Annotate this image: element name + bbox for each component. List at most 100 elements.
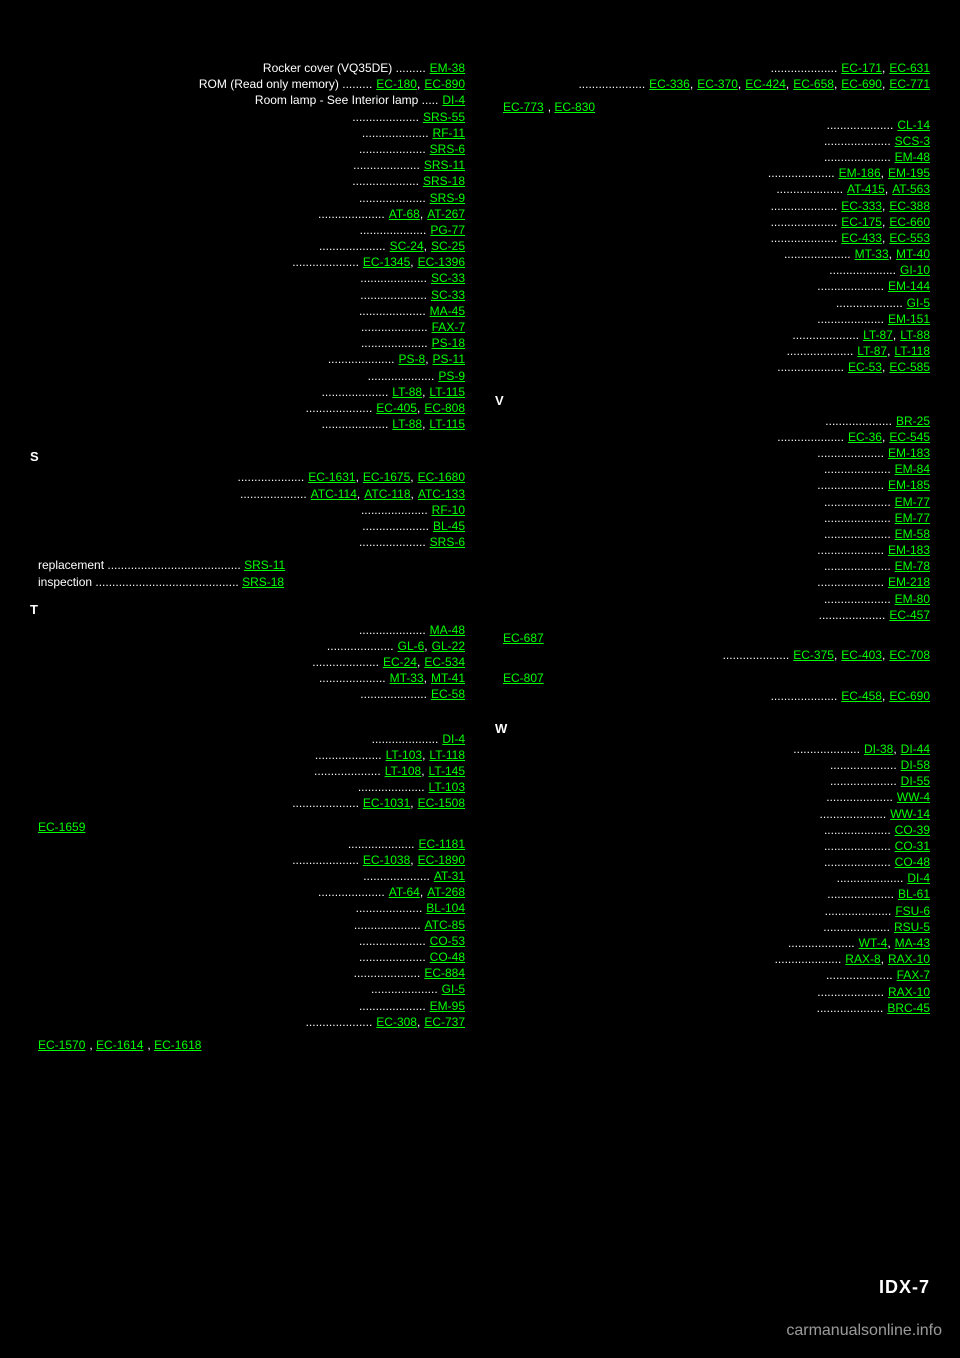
page-ref-link[interactable]: EC-388 xyxy=(889,199,930,213)
page-ref-link[interactable]: GI-5 xyxy=(907,296,930,310)
page-ref-link[interactable]: EM-77 xyxy=(895,495,930,509)
page-ref-link[interactable]: BL-104 xyxy=(426,901,465,915)
page-ref-link[interactable]: SRS-11 xyxy=(424,158,465,172)
page-ref-link[interactable]: EM-95 xyxy=(430,999,465,1013)
page-ref-link[interactable]: LT-115 xyxy=(429,385,465,399)
page-ref-link[interactable]: DI-38 xyxy=(864,742,893,756)
page-ref-link[interactable]: EC-1570 xyxy=(38,1038,85,1052)
page-ref-link[interactable]: CO-53 xyxy=(430,934,465,948)
page-ref-link[interactable]: FAX-7 xyxy=(897,968,930,982)
page-ref-link[interactable]: BL-45 xyxy=(433,519,465,533)
page-ref-link[interactable]: WT-4 xyxy=(859,936,888,950)
page-ref-link[interactable]: ATC-133 xyxy=(418,487,465,501)
page-ref-link[interactable]: EM-84 xyxy=(895,462,930,476)
page-ref-link[interactable]: SRS-6 xyxy=(430,142,465,156)
page-ref-link[interactable]: SC-33 xyxy=(431,271,465,285)
page-ref-link[interactable]: CL-14 xyxy=(897,118,930,132)
page-ref-link[interactable]: SRS-18 xyxy=(242,575,284,589)
page-ref-link[interactable]: WW-14 xyxy=(890,807,930,821)
page-ref-link[interactable]: DI-4 xyxy=(907,871,930,885)
page-ref-link[interactable]: DI-4 xyxy=(442,732,465,746)
page-ref-link[interactable]: ATC-114 xyxy=(311,487,357,501)
page-ref-link[interactable]: LT-118 xyxy=(894,344,930,358)
page-ref-link[interactable]: EC-171 xyxy=(841,61,882,75)
page-ref-link[interactable]: FAX-7 xyxy=(432,320,465,334)
page-ref-link[interactable]: EC-631 xyxy=(889,61,930,75)
page-ref-link[interactable]: EC-690 xyxy=(889,689,930,703)
page-ref-link[interactable]: EC-690 xyxy=(841,77,882,91)
page-ref-link[interactable]: CO-48 xyxy=(430,950,465,964)
page-ref-link[interactable]: EC-180 xyxy=(376,77,417,91)
page-ref-link[interactable]: EC-771 xyxy=(889,77,930,91)
page-ref-link[interactable]: EC-58 xyxy=(431,687,465,701)
page-ref-link[interactable]: AT-563 xyxy=(892,182,930,196)
page-ref-link[interactable]: EC-687 xyxy=(503,631,544,645)
page-ref-link[interactable]: EC-1396 xyxy=(418,255,465,269)
page-ref-link[interactable]: EC-585 xyxy=(889,360,930,374)
page-ref-link[interactable]: DI-44 xyxy=(901,742,930,756)
page-ref-link[interactable]: PS-18 xyxy=(432,336,465,350)
page-ref-link[interactable]: SRS-9 xyxy=(430,191,465,205)
page-ref-link[interactable]: PG-77 xyxy=(430,223,465,237)
page-ref-link[interactable]: EM-144 xyxy=(888,279,930,293)
page-ref-link[interactable]: MT-41 xyxy=(431,671,465,685)
page-ref-link[interactable]: EC-807 xyxy=(503,671,544,685)
page-ref-link[interactable]: EC-660 xyxy=(889,215,930,229)
page-ref-link[interactable]: EC-884 xyxy=(424,966,465,980)
page-ref-link[interactable]: MA-43 xyxy=(895,936,930,950)
page-ref-link[interactable]: DI-55 xyxy=(901,774,930,788)
page-ref-link[interactable]: AT-268 xyxy=(427,885,465,899)
page-ref-link[interactable]: EC-36 xyxy=(848,430,882,444)
page-ref-link[interactable]: LT-103 xyxy=(386,748,422,762)
page-ref-link[interactable]: LT-108 xyxy=(385,764,421,778)
page-ref-link[interactable]: RAX-10 xyxy=(888,985,930,999)
page-ref-link[interactable]: FSU-6 xyxy=(895,904,930,918)
page-ref-link[interactable]: MT-33 xyxy=(390,671,424,685)
page-ref-link[interactable]: EM-38 xyxy=(430,61,465,75)
page-ref-link[interactable]: SRS-18 xyxy=(423,174,465,188)
page-ref-link[interactable]: AT-31 xyxy=(434,869,465,883)
page-ref-link[interactable]: EC-333 xyxy=(841,199,882,213)
page-ref-link[interactable]: EC-1614 xyxy=(96,1038,143,1052)
page-ref-link[interactable]: EC-737 xyxy=(424,1015,465,1029)
page-ref-link[interactable]: EM-78 xyxy=(895,559,930,573)
page-ref-link[interactable]: RSU-5 xyxy=(894,920,930,934)
page-ref-link[interactable]: LT-88 xyxy=(900,328,930,342)
page-ref-link[interactable]: EC-830 xyxy=(554,100,595,114)
page-ref-link[interactable]: EM-80 xyxy=(895,592,930,606)
page-ref-link[interactable]: EC-336 xyxy=(649,77,690,91)
page-ref-link[interactable]: AT-64 xyxy=(389,885,420,899)
page-ref-link[interactable]: EM-185 xyxy=(888,478,930,492)
page-ref-link[interactable]: EC-1675 xyxy=(363,470,410,484)
page-ref-link[interactable]: ATC-118 xyxy=(364,487,410,501)
page-ref-link[interactable]: MT-33 xyxy=(855,247,889,261)
page-ref-link[interactable]: EC-1031 xyxy=(363,796,410,810)
page-ref-link[interactable]: DI-4 xyxy=(442,93,465,107)
page-ref-link[interactable]: EC-1659 xyxy=(38,820,85,834)
page-ref-link[interactable]: EM-48 xyxy=(895,150,930,164)
page-ref-link[interactable]: RAX-8 xyxy=(845,952,880,966)
page-ref-link[interactable]: AT-68 xyxy=(389,207,420,221)
page-ref-link[interactable]: EM-186 xyxy=(839,166,881,180)
page-ref-link[interactable]: RF-11 xyxy=(433,126,465,140)
page-ref-link[interactable]: EC-375 xyxy=(793,648,834,662)
page-ref-link[interactable]: AT-267 xyxy=(427,207,465,221)
page-ref-link[interactable]: EC-1631 xyxy=(308,470,355,484)
page-ref-link[interactable]: EC-1345 xyxy=(363,255,410,269)
page-ref-link[interactable]: EC-808 xyxy=(424,401,465,415)
page-ref-link[interactable]: EC-433 xyxy=(841,231,882,245)
page-ref-link[interactable]: EC-458 xyxy=(841,689,882,703)
page-ref-link[interactable]: SCS-3 xyxy=(895,134,930,148)
page-ref-link[interactable]: SRS-11 xyxy=(244,558,285,572)
page-ref-link[interactable]: EC-553 xyxy=(889,231,930,245)
page-ref-link[interactable]: EC-1038 xyxy=(363,853,410,867)
page-ref-link[interactable]: EM-77 xyxy=(895,511,930,525)
page-ref-link[interactable]: MA-45 xyxy=(430,304,465,318)
page-ref-link[interactable]: EM-151 xyxy=(888,312,930,326)
page-ref-link[interactable]: EM-218 xyxy=(888,575,930,589)
page-ref-link[interactable]: EM-195 xyxy=(888,166,930,180)
page-ref-link[interactable]: EC-53 xyxy=(848,360,882,374)
page-ref-link[interactable]: SC-33 xyxy=(431,288,465,302)
page-ref-link[interactable]: AT-415 xyxy=(847,182,885,196)
page-ref-link[interactable]: EC-405 xyxy=(376,401,417,415)
